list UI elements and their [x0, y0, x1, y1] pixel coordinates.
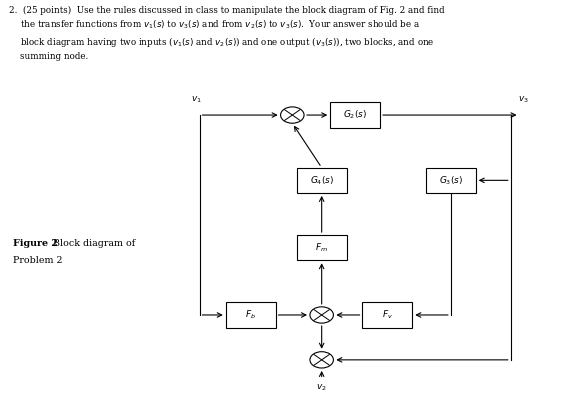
Circle shape: [310, 352, 333, 368]
Text: 2.  (25 points)  Use the rules discussed in class to manipulate the block diagra: 2. (25 points) Use the rules discussed i…: [9, 6, 444, 61]
FancyBboxPatch shape: [297, 168, 346, 193]
FancyBboxPatch shape: [225, 302, 276, 328]
Text: Problem 2: Problem 2: [13, 256, 62, 265]
Text: $v_2$: $v_2$: [316, 382, 327, 393]
Text: $F_v$: $F_v$: [382, 309, 393, 321]
Text: $v_1$: $v_1$: [191, 94, 202, 105]
Text: $G_4(s)$: $G_4(s)$: [309, 174, 334, 186]
Circle shape: [281, 107, 304, 123]
Text: $F_b$: $F_b$: [245, 309, 256, 321]
Text: $v_3$: $v_3$: [518, 94, 528, 105]
Text: $G_3(s)$: $G_3(s)$: [438, 174, 463, 186]
FancyBboxPatch shape: [426, 168, 475, 193]
Circle shape: [310, 307, 333, 323]
Text: $F_m$: $F_m$: [315, 242, 328, 254]
Text: Block diagram of: Block diagram of: [47, 239, 135, 248]
FancyBboxPatch shape: [363, 302, 412, 328]
Text: Figure 2: Figure 2: [13, 239, 58, 248]
Text: $G_2(s)$: $G_2(s)$: [343, 109, 367, 121]
FancyBboxPatch shape: [330, 102, 380, 128]
FancyBboxPatch shape: [297, 235, 346, 260]
